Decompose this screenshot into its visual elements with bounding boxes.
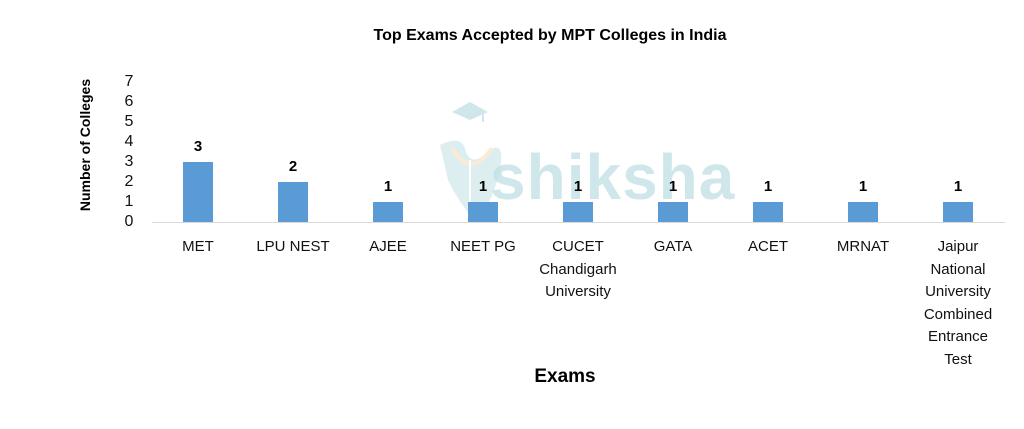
y-tick-label: 0 [124,213,134,230]
x-tick-label-line: Jaipur [937,238,979,255]
y-tick-label: 1 [124,193,134,210]
data-label: 3 [193,138,203,155]
x-axis-line [152,222,1005,223]
x-tick-label-line: Combined [923,305,993,323]
data-label: 1 [383,178,393,195]
y-tick-label: 2 [124,173,134,190]
bar [943,202,973,222]
x-tick-label-line: University [925,283,991,300]
x-tick-label: GATA [626,236,721,259]
y-tick-label: 6 [124,93,134,110]
x-axis-title: Exams [534,366,596,387]
x-tick-label-line: GATA [653,238,693,255]
bar [183,162,213,222]
bar [278,182,308,222]
x-tick-label: NEET PG [436,236,531,259]
x-tick-label: AJEE [341,236,436,259]
x-tick-label-line: CUCET [552,238,604,255]
y-tick-label: 5 [124,113,134,130]
data-label: 1 [668,178,678,195]
x-tick-label-line: MET [182,238,214,255]
data-label: 1 [763,178,773,195]
watermark-text: shiksha [490,141,736,213]
data-label: 2 [288,158,298,175]
x-tick-label-line: Test [944,350,972,368]
x-tick-label-line: Chandigarh [539,260,617,278]
data-label: 1 [858,178,868,195]
bar [658,202,688,222]
x-tick-label-line: LPU NEST [256,238,330,255]
bar [563,202,593,222]
x-tick-label-line: Entrance [927,328,989,345]
x-tick-label-line: MRNAT [836,238,890,255]
x-tick-label: MRNAT [816,236,911,259]
x-tick-label: CUCET Chandigarh University [531,236,626,304]
x-tick-label: ACET [721,236,816,259]
y-tick-label: 3 [124,153,134,170]
x-tick-label: Jaipur National University Combined Entrance… [911,236,1006,371]
x-tick-label: LPU NEST [246,236,341,259]
x-tick-label: MET [151,236,246,259]
x-tick-label-line: NEET PG [450,238,516,255]
bar [753,202,783,222]
x-tick-label-line: University [545,283,611,300]
bar [848,202,878,222]
bar [373,202,403,222]
bar [468,202,498,222]
x-tick-label-line: AJEE [369,238,407,255]
y-tick-label: 7 [124,73,134,90]
chart-title: Top Exams Accepted by MPT Colleges in In… [373,27,727,44]
y-tick-label: 4 [124,133,134,150]
y-axis-title: Number of Colleges [77,78,93,212]
data-label: 1 [478,178,488,195]
x-tick-label-line: National [930,260,986,278]
data-label: 1 [953,178,963,195]
data-label: 1 [573,178,583,195]
x-tick-label-line: ACET [747,238,788,255]
